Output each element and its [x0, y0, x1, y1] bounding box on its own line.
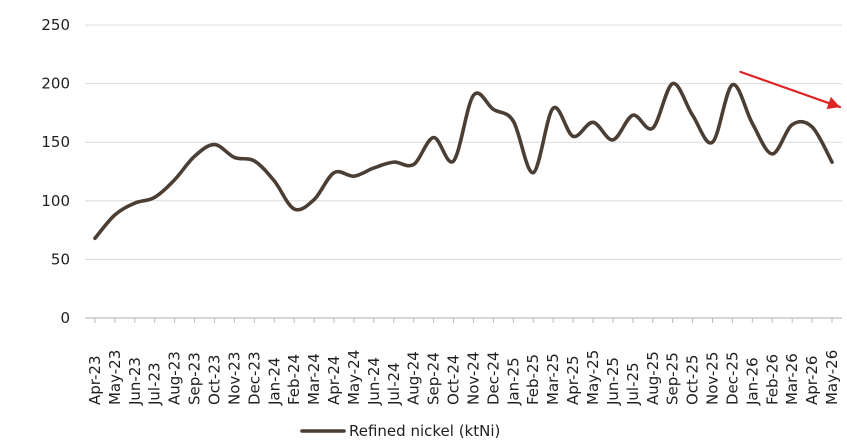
x-tick-label: Aug-23	[166, 351, 184, 405]
x-tick-label: Apr-26	[803, 356, 821, 406]
y-tick-label: 50	[51, 250, 70, 268]
x-tick-label: Oct-25	[684, 355, 702, 405]
x-tick-label: Jun-23	[126, 357, 144, 406]
y-tick-label: 100	[41, 192, 70, 210]
x-tick-label: May-24	[345, 350, 363, 405]
x-tick-label: Jun-25	[604, 357, 622, 406]
x-tick-label: Jan-26	[743, 357, 761, 406]
x-tick-label: Sep-24	[425, 352, 443, 405]
x-tick-label: Mar-25	[544, 353, 562, 405]
annotation-layer	[739, 70, 842, 110]
x-tick-label: Sep-23	[186, 352, 204, 405]
legend-label: Refined nickel (ktNi)	[349, 422, 500, 440]
x-tick-label: Mar-26	[783, 353, 801, 405]
y-tick-label: 150	[41, 133, 70, 151]
x-axis-ticks: Apr-23 May-23 Jun-23 Jul-23 Aug-23 Sep-23 Oct-…	[86, 318, 841, 406]
x-tick-label: Feb-25	[524, 354, 542, 405]
x-tick-label: Mar-24	[305, 353, 323, 405]
x-tick-label: Jun-24	[365, 357, 383, 406]
x-tick-label: Oct-23	[205, 355, 223, 405]
x-tick-label: Aug-25	[644, 351, 662, 405]
gridlines	[85, 24, 842, 260]
x-tick-label: Apr-25	[564, 356, 582, 406]
annotation-arrow-line	[739, 70, 842, 109]
x-tick-label: May-23	[106, 350, 124, 405]
y-tick-label: 250	[41, 16, 70, 34]
y-tick-label: 0	[60, 309, 70, 327]
x-tick-label: Oct-24	[445, 355, 463, 405]
x-tick-label: Sep-25	[664, 352, 682, 405]
y-tick-label: 200	[41, 75, 70, 93]
x-tick-label: May-26	[823, 350, 841, 405]
x-tick-label: Jul-25	[624, 362, 642, 406]
x-tick-label: Nov-24	[464, 352, 482, 405]
x-tick-label: Dec-24	[484, 351, 502, 405]
x-tick-label: Jul-23	[146, 362, 164, 406]
series-layer	[93, 81, 834, 241]
x-tick-label: May-25	[584, 350, 602, 405]
annotation-arrow-head	[826, 96, 841, 110]
x-tick-label: Feb-26	[763, 354, 781, 405]
x-tick-label: Jan-25	[504, 357, 522, 406]
x-tick-label: Feb-24	[285, 354, 303, 405]
x-tick-label: Dec-25	[723, 351, 741, 405]
x-tick-label: Aug-24	[405, 351, 423, 405]
x-tick-label: Apr-23	[86, 356, 104, 406]
x-tick-label: Apr-24	[325, 356, 343, 406]
series-line	[93, 81, 834, 241]
legend: Refined nickel (ktNi)	[300, 422, 500, 440]
x-tick-label: Jan-24	[265, 357, 283, 406]
x-tick-label: Nov-25	[704, 352, 722, 405]
y-axis-ticks: 0 50 100 150 200 250	[41, 16, 70, 327]
x-tick-label: Nov-23	[225, 352, 243, 405]
x-tick-label: Dec-23	[245, 351, 263, 405]
x-tick-label: Jul-24	[385, 362, 403, 406]
